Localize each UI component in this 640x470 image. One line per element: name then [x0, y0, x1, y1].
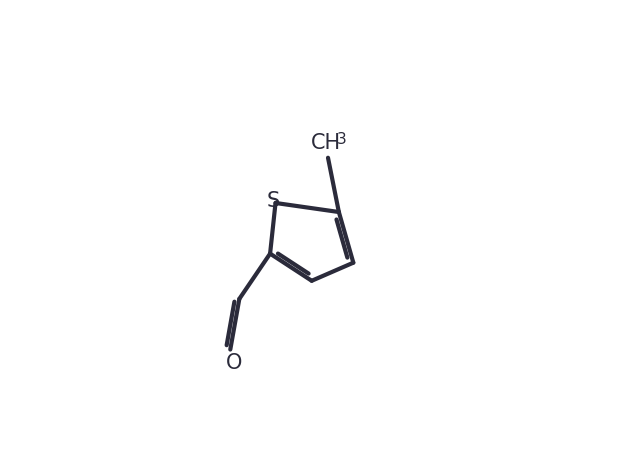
Text: 3: 3: [337, 132, 347, 147]
Text: O: O: [226, 353, 242, 373]
Text: S: S: [267, 191, 280, 211]
Text: CH: CH: [311, 133, 341, 153]
